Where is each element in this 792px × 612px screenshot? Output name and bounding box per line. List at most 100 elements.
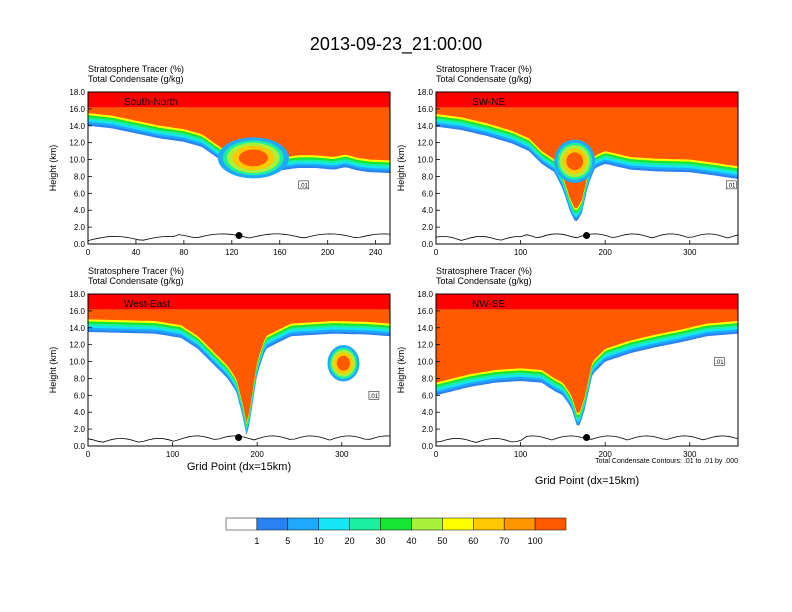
colorbar-label: 70: [499, 536, 509, 546]
tracer-field: .01: [88, 294, 390, 443]
x-tick-label: 120: [225, 248, 239, 257]
tracer-band-100: [88, 294, 390, 310]
panel-nw-se: .01 0.0 2.0 4.0 6.0 8.0 10.0 12.0 14.0 16.0 18.0 0 1…: [396, 266, 739, 459]
colorbar-label: 5: [285, 536, 290, 546]
y-tick-label: 18.0: [417, 290, 433, 299]
y-tick-label: 0.0: [74, 240, 86, 249]
x-axis-title-right: Grid Point (dx=15km): [535, 475, 639, 487]
contour-label: .01: [727, 183, 736, 189]
colorbar-swatch: [380, 517, 412, 531]
y-tick-label: 6.0: [74, 391, 86, 400]
tracer-band-100: [88, 92, 390, 108]
y-axis-title: Height (km): [396, 145, 406, 192]
colorbar-swatch: [473, 517, 505, 531]
panel-label-condensate: Total Condensate (g/kg): [436, 276, 532, 286]
x-tick-label: 300: [683, 450, 697, 459]
y-tick-label: 16.0: [417, 105, 433, 114]
colorbar-label: 50: [437, 536, 447, 546]
y-tick-label: 16.0: [417, 307, 433, 316]
y-axis-title: Height (km): [48, 347, 58, 394]
colorbar: 1 5 10 20 30 40 50 60 70 100: [225, 517, 567, 546]
y-tick-label: 0.0: [422, 240, 434, 249]
figure-title: 2013-09-23_21:00:00: [310, 34, 482, 55]
x-tick-label: 200: [599, 450, 613, 459]
tracer-field: .01: [436, 294, 738, 443]
y-tick-label: 8.0: [422, 374, 434, 383]
tracer-blob-4: [566, 152, 584, 171]
y-tick-label: 16.0: [69, 105, 85, 114]
y-tick-label: 10.0: [69, 358, 85, 367]
panel-label-tracer: Stratosphere Tracer (%): [88, 64, 184, 74]
colorbar-label: 20: [345, 536, 355, 546]
x-tick-label: 160: [273, 248, 287, 257]
colorbar-label: 100: [528, 536, 543, 546]
x-tick-label: 200: [599, 248, 613, 257]
colorbar-swatch: [287, 517, 319, 531]
colorbar-label: 1: [254, 536, 259, 546]
panel-west-east: .01 0.0 2.0 4.0 6.0 8.0 10.0 12.0 14.0 16.0 18.0 0 1…: [48, 266, 391, 459]
tracer-band-100: [436, 92, 738, 108]
y-tick-label: 12.0: [417, 139, 433, 148]
colorbar-swatch: [256, 517, 289, 531]
panel-name: NW-SE: [472, 299, 505, 310]
x-tick-label: 0: [434, 450, 439, 459]
x-tick-label: 240: [369, 248, 383, 257]
y-tick-label: 0.0: [422, 442, 434, 451]
y-tick-label: 18.0: [69, 88, 85, 97]
x-tick-label: 200: [251, 450, 265, 459]
panel-name: South-North: [124, 97, 178, 108]
panel-label-condensate: Total Condensate (g/kg): [436, 74, 532, 84]
x-tick-label: 0: [434, 248, 439, 257]
x-tick-label: 40: [131, 248, 140, 257]
y-tick-label: 10.0: [69, 156, 85, 165]
colorbar-label: 60: [468, 536, 478, 546]
x-axis-title-left: Grid Point (dx=15km): [187, 461, 291, 473]
y-tick-label: 14.0: [69, 122, 85, 131]
y-tick-label: 14.0: [69, 324, 85, 333]
y-tick-label: 12.0: [417, 341, 433, 350]
x-tick-label: 100: [514, 248, 528, 257]
y-tick-label: 18.0: [69, 290, 85, 299]
panel-south-north: .01 0.0 2.0 4.0 6.0 8.0 10.0 12.0 14.0 16.0 18.0 0 4…: [48, 64, 391, 257]
contour-label-box: [368, 391, 380, 400]
site-marker: [235, 434, 243, 442]
tracer-band-10: [436, 294, 738, 413]
plot-frame: [435, 293, 739, 447]
panel-name: West-East: [124, 299, 170, 310]
colorbar-swatch: [225, 517, 258, 531]
contour-label: .01: [715, 360, 724, 366]
x-tick-label: 0: [86, 248, 91, 257]
colorbar-swatch: [349, 517, 381, 531]
y-tick-label: 2.0: [74, 425, 86, 434]
y-tick-label: 6.0: [74, 189, 86, 198]
panel-name: SW-NE: [472, 97, 505, 108]
tracer-band-100: [436, 294, 738, 310]
y-tick-label: 10.0: [417, 156, 433, 165]
y-tick-label: 4.0: [74, 408, 86, 417]
tracer-blob-4: [238, 149, 268, 167]
contour-label: .01: [370, 394, 379, 400]
tracer-band-10: [88, 294, 390, 423]
plot-frame: [87, 91, 391, 245]
y-tick-label: 8.0: [74, 172, 86, 181]
y-tick-label: 16.0: [69, 307, 85, 316]
contour-label-box: [725, 180, 737, 190]
colorbar-label: 30: [376, 536, 386, 546]
x-tick-label: 200: [321, 248, 335, 257]
x-tick-label: 100: [166, 450, 180, 459]
y-tick-label: 8.0: [74, 374, 86, 383]
colorbar-label: 40: [406, 536, 416, 546]
colorbar-swatch: [534, 517, 567, 531]
y-tick-label: 10.0: [417, 358, 433, 367]
y-tick-label: 18.0: [417, 88, 433, 97]
y-tick-label: 4.0: [74, 206, 86, 215]
y-tick-label: 2.0: [74, 223, 86, 232]
tracer-blob-4: [336, 355, 350, 371]
x-tick-label: 300: [335, 450, 349, 459]
panel-label-tracer: Stratosphere Tracer (%): [436, 64, 532, 74]
y-axis-title: Height (km): [48, 145, 58, 192]
contour-note: Total Condensate Contours: .01 to .01 by…: [595, 458, 738, 465]
panel-label-condensate: Total Condensate (g/kg): [88, 74, 184, 84]
y-tick-label: 2.0: [422, 425, 434, 434]
tracer-band-10: [88, 92, 390, 161]
